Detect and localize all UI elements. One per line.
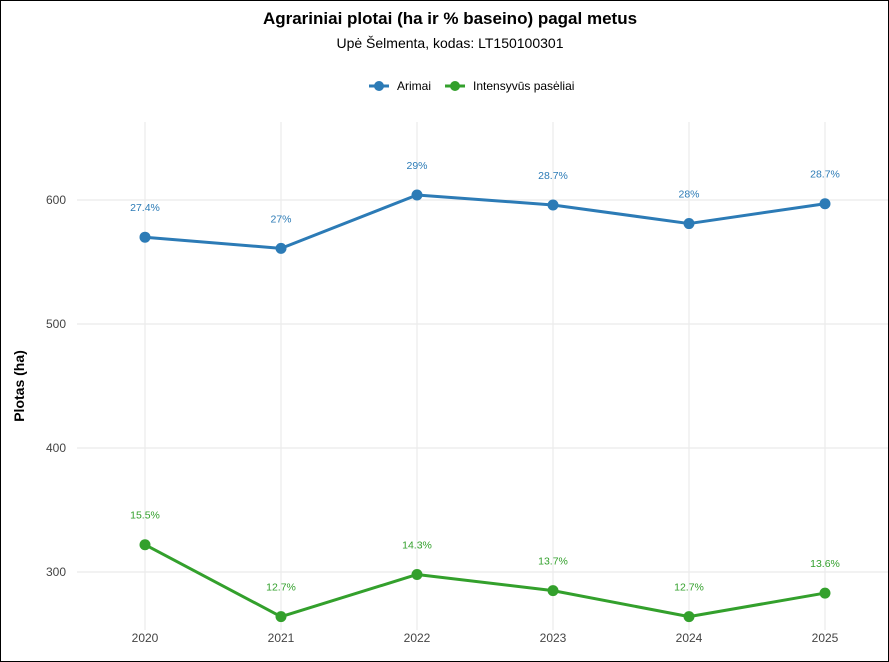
y-tick-label: 400 [46, 441, 66, 455]
data-point [411, 568, 423, 580]
data-label: 14.3% [402, 539, 432, 551]
chart-subtitle: Upė Šelmenta, kodas: LT150100301 [336, 35, 563, 51]
series-group: 27.4% 27% 29% 28.7% 28% 28.7% 15.5% 12.7% 14.3% 1… [130, 160, 840, 623]
x-tick-label: 2020 [132, 631, 159, 645]
data-label: 28.7% [538, 170, 568, 182]
data-point [819, 587, 831, 599]
x-tick-label: 2023 [540, 631, 567, 645]
data-label: 28% [678, 189, 699, 201]
legend-key-point [374, 81, 384, 91]
data-label: 27% [270, 213, 291, 225]
x-tick-label: 2024 [676, 631, 703, 645]
y-tick-label: 600 [46, 193, 66, 207]
legend-label: Arimai [397, 79, 431, 93]
data-label: 15.5% [130, 510, 160, 522]
data-point [547, 585, 559, 597]
y-tick-label: 500 [46, 317, 66, 331]
data-point [275, 611, 287, 623]
legend-label: Intensyvūs pasėliai [473, 79, 574, 93]
data-point [547, 199, 559, 211]
data-point [683, 611, 695, 623]
series-line-1 [144, 193, 826, 250]
gridlines [77, 122, 888, 630]
chart-title: Agrariniai plotai (ha ir % baseino) paga… [263, 9, 637, 28]
data-label: 12.7% [674, 582, 704, 594]
data-label: 12.7% [266, 582, 296, 594]
y-tick-label: 300 [46, 565, 66, 579]
data-point [275, 242, 287, 254]
data-point [139, 231, 151, 243]
x-tick-label: 2022 [404, 631, 431, 645]
data-point [819, 198, 831, 210]
data-label: 27.4% [130, 202, 160, 214]
y-axis-label: Plotas (ha) [11, 350, 27, 422]
legend: Arimai Intensyvūs pasėliai [369, 79, 574, 93]
data-label: 13.6% [810, 558, 840, 570]
data-label: 29% [406, 160, 427, 172]
series-line-2 [144, 543, 826, 619]
data-label: 13.7% [538, 556, 568, 568]
x-tick-label: 2025 [812, 631, 839, 645]
data-point [139, 539, 151, 551]
axis-ticks: 300 400 500 600 2020 2021 2022 2023 2024 2025 [46, 193, 839, 645]
data-label: 28.7% [810, 169, 840, 181]
data-point [411, 189, 423, 201]
x-tick-label: 2021 [268, 631, 295, 645]
legend-key-point [450, 81, 461, 91]
data-point [683, 218, 695, 230]
